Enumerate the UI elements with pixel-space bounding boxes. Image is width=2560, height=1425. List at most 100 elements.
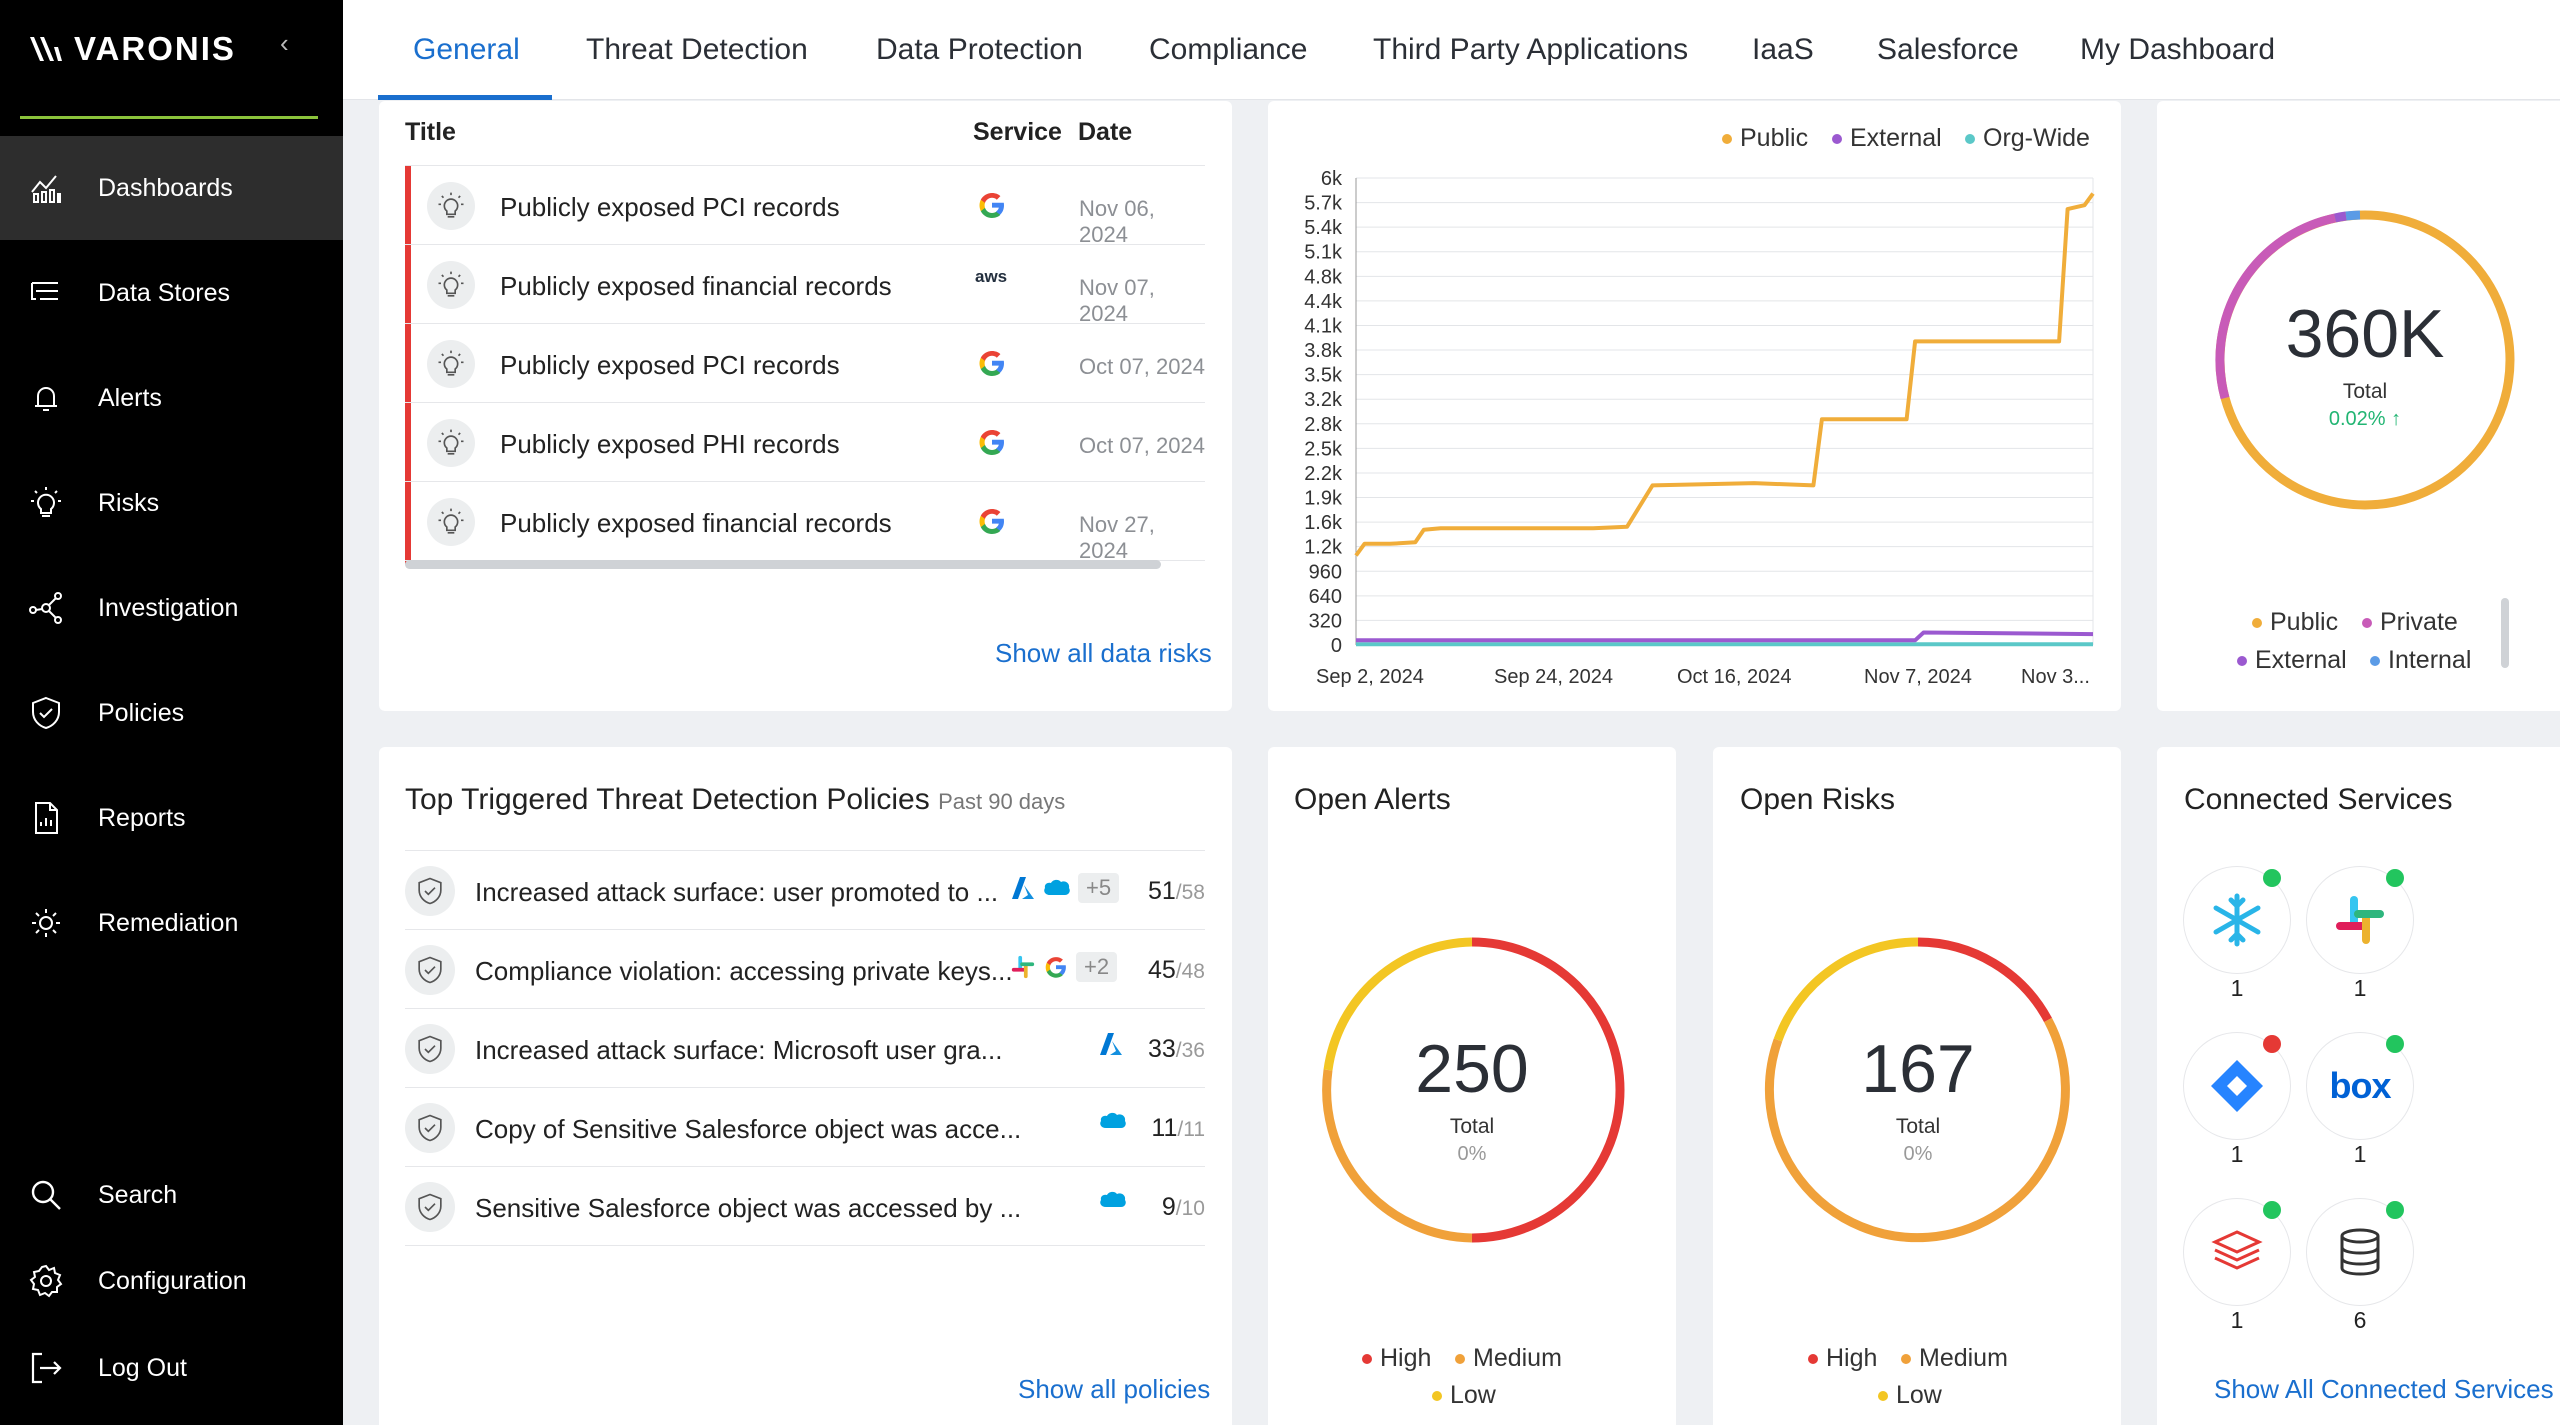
legend-label: External (1850, 124, 1942, 152)
risk-date: Nov 07, 2024 (1079, 275, 1155, 326)
search-icon (31, 1180, 61, 1210)
legend-item-public[interactable]: Public (2252, 608, 2338, 637)
open-alerts-donut[interactable] (1312, 930, 1632, 1250)
legend-item-public[interactable]: Public (1722, 124, 1808, 153)
legend-item-private[interactable]: Private (2362, 608, 2458, 637)
policies-divider (405, 850, 1205, 851)
policies-card (379, 747, 1232, 1425)
sidebar-item-data-stores[interactable]: Data Stores (0, 241, 343, 345)
legend-dot (1832, 133, 1842, 144)
sidebar-item-configuration[interactable]: Configuration (0, 1229, 343, 1333)
donut-segment-low (1323, 937, 1473, 1071)
x-tick-label: Sep 24, 2024 (1494, 666, 1613, 688)
extra-services-badge[interactable]: +5 (1078, 873, 1120, 903)
lightbulb-icon (427, 340, 475, 388)
shield-icon (405, 1024, 455, 1074)
service-box[interactable]: box (2306, 1032, 2414, 1140)
tab-salesforce[interactable]: Salesforce (1877, 33, 2019, 66)
y-tick-label: 4.8k (1304, 266, 1343, 288)
y-tick-label: 0 (1331, 635, 1342, 657)
sidebar-item-risks[interactable]: Risks (0, 451, 343, 555)
sidebar-item-search[interactable]: Search (0, 1143, 343, 1247)
show-all-policies-link[interactable]: Show all policies (1018, 1374, 1211, 1404)
policy-row[interactable]: Copy of Sensitive Salesforce object was … (405, 1088, 1205, 1167)
exposure-line-chart[interactable]: 03206409601.2k1.6k1.9k2.2k2.5k2.8k3.2k3.… (1268, 160, 2121, 700)
series-line-external (1356, 630, 2094, 643)
tab-iaas[interactable]: IaaS (1752, 33, 1814, 66)
varonis-logo[interactable]: VARONIS (28, 30, 236, 68)
google-icon (979, 193, 1004, 218)
legend-item-medium[interactable]: Medium (1455, 1344, 1562, 1373)
google-icon (979, 430, 1004, 455)
legend-item-external[interactable]: External (2237, 646, 2347, 675)
sidebar-item-logout[interactable]: Log Out (0, 1316, 343, 1420)
legend-label: External (2255, 646, 2347, 674)
sidebar-item-remediation[interactable]: Remediation (0, 871, 343, 975)
legend-item-medium[interactable]: Medium (1901, 1344, 2008, 1373)
chevron-left-icon[interactable]: ‹ (280, 28, 289, 58)
sidebar-item-policies[interactable]: Policies (0, 661, 343, 765)
table-row[interactable]: Publicly exposed financial records aws Nov… (405, 245, 1205, 326)
legend-label: Internal (2388, 646, 2472, 674)
policy-count: 9/10 (1162, 1193, 1205, 1222)
table-row[interactable]: Publicly exposed financial records Nov 27… (405, 482, 1205, 563)
column-header-service[interactable]: Service (973, 118, 1062, 146)
tab-data-protection[interactable]: Data Protection (876, 33, 1083, 66)
legend-item-high[interactable]: High (1808, 1344, 1877, 1373)
lightbulb-icon (427, 182, 475, 230)
policy-count: 11/11 (1151, 1114, 1205, 1143)
legend-item-internal[interactable]: Internal (2370, 646, 2471, 675)
classification-donut[interactable] (2205, 200, 2525, 520)
tab-threat-detection[interactable]: Threat Detection (586, 33, 808, 66)
policy-title: Increased attack surface: Microsoft user… (475, 1035, 1003, 1065)
policy-title: Increased attack surface: user promoted … (475, 877, 999, 907)
policy-row[interactable]: Increased attack surface: user promoted … (405, 851, 1205, 930)
open-risks-donut[interactable] (1758, 930, 2078, 1250)
tab-compliance[interactable]: Compliance (1149, 33, 1308, 66)
vertical-scrollbar[interactable] (2501, 598, 2509, 668)
y-tick-label: 6k (1321, 168, 1343, 190)
tab-general[interactable]: General (413, 33, 520, 66)
column-header-title[interactable]: Title (405, 118, 456, 146)
y-tick-label: 2.2k (1304, 463, 1343, 485)
policy-row[interactable]: Compliance violation: accessing private … (405, 930, 1205, 1009)
azure-icon (1100, 1033, 1122, 1055)
y-tick-label: 320 (1309, 610, 1342, 632)
donut-segment-private (2215, 213, 2336, 400)
service-count: 1 (2353, 1141, 2367, 1167)
sidebar-item-label: Alerts (98, 383, 162, 412)
sidebar-item-alerts[interactable]: Alerts (0, 346, 343, 450)
total-value: 250 (1415, 1031, 1529, 1107)
service-cell (975, 346, 1009, 380)
legend-item-low[interactable]: Low (1432, 1381, 1496, 1410)
sidebar-item-investigation[interactable]: Investigation (0, 556, 343, 660)
tab-third-party-applications[interactable]: Third Party Applications (1373, 33, 1689, 66)
legend-item-org-wide[interactable]: Org-Wide (1965, 124, 2090, 153)
policy-row[interactable]: Increased attack surface: Microsoft user… (405, 1009, 1205, 1088)
show-all-connected-services-link[interactable]: Show All Connected Services (2214, 1374, 2554, 1404)
policy-row[interactable]: Sensitive Salesforce object was accessed… (405, 1167, 1205, 1246)
sidebar-item-reports[interactable]: Reports (0, 766, 343, 870)
slack-icon (1011, 955, 1035, 979)
horizontal-scrollbar[interactable] (405, 560, 1161, 569)
show-all-data-risks-link[interactable]: Show all data risks (995, 638, 1212, 668)
column-header-date[interactable]: Date (1078, 118, 1133, 146)
legend-item-low[interactable]: Low (1878, 1381, 1942, 1410)
policy-count: 51/58 (1148, 877, 1205, 906)
bell-icon (35, 387, 57, 411)
legend-item-external[interactable]: External (1832, 124, 1942, 153)
tab-my-dashboard[interactable]: My Dashboard (2080, 33, 2276, 66)
change-value: 0% (1457, 1143, 1487, 1165)
service-status-dot (2263, 1035, 2281, 1053)
sidebar-item-dashboards[interactable]: Dashboards (0, 136, 343, 240)
sidebar-item-label: Log Out (98, 1353, 187, 1382)
service-count: 1 (2230, 1141, 2244, 1167)
table-row[interactable]: Publicly exposed PCI records Nov 06, 2024 (405, 166, 1205, 247)
x-tick-label: Oct 16, 2024 (1677, 666, 1792, 688)
legend-item-high[interactable]: High (1362, 1344, 1431, 1373)
sidebar-item-label: Policies (98, 698, 185, 727)
extra-services-badge[interactable]: +2 (1076, 952, 1118, 982)
table-row[interactable]: Publicly exposed PCI records Oct 07, 2024 (405, 324, 1205, 403)
table-row[interactable]: Publicly exposed PHI records Oct 07, 2024 (405, 403, 1205, 482)
policies-title-text: Top Triggered Threat Detection Policies (405, 783, 930, 816)
